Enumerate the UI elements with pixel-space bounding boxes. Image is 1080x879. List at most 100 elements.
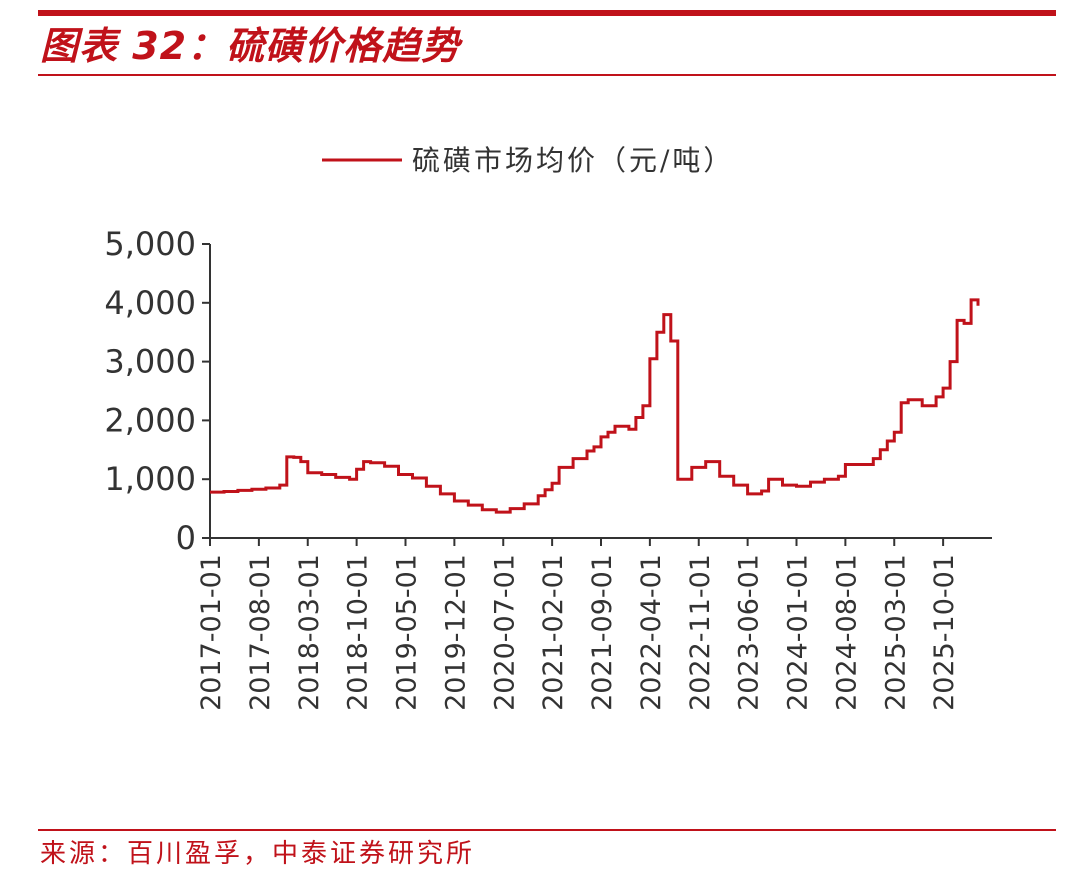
data-point: [837, 475, 840, 478]
data-point: [614, 425, 617, 428]
data-point: [893, 431, 896, 434]
data-point: [872, 457, 875, 460]
data-point: [607, 431, 610, 434]
data-point: [299, 460, 302, 463]
data-point: [956, 319, 959, 322]
data-point: [655, 331, 658, 334]
x-tick-label: 2017-01-01: [196, 554, 227, 711]
data-point: [425, 485, 428, 488]
data-point: [690, 466, 693, 469]
data-point: [544, 488, 547, 491]
source-divider: [38, 829, 1056, 831]
x-tick-label: 2020-07-01: [489, 554, 520, 711]
x-axis-labels: 2017-01-01 2017-08-01 2018-03-01 2018-10-01…: [196, 554, 960, 711]
data-point: [481, 508, 484, 511]
data-point: [704, 460, 707, 463]
data-point: [558, 466, 561, 469]
data-point: [467, 504, 470, 507]
data-point: [907, 398, 910, 401]
data-point: [453, 500, 456, 503]
data-point: [369, 461, 372, 464]
y-tick-label: 1,000: [104, 460, 196, 498]
data-point: [209, 491, 212, 494]
data-point: [844, 463, 847, 466]
y-tick-label: 0: [176, 519, 196, 557]
data-point: [495, 511, 498, 514]
data-point: [572, 457, 575, 460]
data-point: [355, 468, 358, 471]
data-point: [600, 435, 603, 438]
legend: 硫磺市场均价（元/吨）: [322, 144, 731, 177]
data-point: [662, 313, 665, 316]
data-point: [949, 360, 952, 363]
data-point: [641, 404, 644, 407]
data-point: [586, 450, 589, 453]
data-point: [292, 456, 295, 459]
x-tick-label: 2019-05-01: [392, 554, 423, 711]
x-tick-label: 2023-06-01: [734, 554, 765, 711]
data-point: [886, 440, 889, 443]
data-point: [963, 322, 966, 325]
y-tick-label: 3,000: [104, 343, 196, 381]
x-tick-label: 2017-08-01: [245, 554, 276, 711]
data-point: [746, 492, 749, 495]
x-tick-label: 2025-10-01: [929, 554, 960, 711]
x-tick-label: 2024-01-01: [783, 554, 814, 711]
data-point: [676, 478, 679, 481]
data-point: [767, 478, 770, 481]
data-point: [732, 484, 735, 487]
x-tick-label: 2021-02-01: [538, 554, 569, 711]
data-point: [348, 478, 351, 481]
data-point: [879, 448, 882, 451]
data-point: [718, 475, 721, 478]
data-point: [411, 477, 414, 480]
data-point: [236, 489, 239, 492]
data-point: [285, 455, 288, 458]
data-point: [669, 340, 672, 343]
data-point: [362, 460, 365, 463]
data-point: [760, 490, 763, 493]
y-tick-label: 4,000: [104, 284, 196, 322]
data-point: [537, 494, 540, 497]
title-divider: [38, 74, 1056, 76]
data-point: [648, 357, 651, 360]
data-point: [935, 395, 938, 398]
data-point: [942, 387, 945, 390]
y-axis-labels: 0 1,000 2,000 3,000 4,000 5,000: [104, 225, 196, 557]
data-point: [306, 471, 309, 474]
data-point: [900, 401, 903, 404]
data-point: [977, 304, 980, 307]
y-tick-label: 5,000: [104, 225, 196, 263]
x-tick-label: 2018-03-01: [294, 554, 325, 711]
data-point: [320, 473, 323, 476]
data-point: [264, 487, 267, 490]
x-tick-label: 2022-04-01: [636, 554, 667, 711]
data-point: [523, 502, 526, 505]
data-point: [383, 465, 386, 468]
data-point: [627, 428, 630, 431]
data-point: [223, 490, 226, 493]
axes: [202, 243, 992, 546]
data-point: [439, 492, 442, 495]
data-point: [397, 473, 400, 476]
data-point: [509, 507, 512, 510]
data-point: [278, 484, 281, 487]
page-title: 图表 32：硫磺价格趋势: [40, 24, 461, 68]
data-point: [250, 488, 253, 491]
x-tick-label: 2021-09-01: [587, 554, 618, 711]
x-tick-label: 2018-10-01: [343, 554, 374, 711]
y-tick-label: 2,000: [104, 401, 196, 439]
x-tick-label: 2019-12-01: [440, 554, 471, 711]
data-point: [593, 445, 596, 448]
data-point: [795, 485, 798, 488]
data-point: [823, 478, 826, 481]
series-line-sulfur-price: [210, 298, 980, 514]
data-point: [970, 298, 973, 301]
series-layer: [209, 298, 980, 514]
data-point: [858, 463, 861, 466]
data-point: [809, 481, 812, 484]
data-point: [334, 476, 337, 479]
data-point: [781, 484, 784, 487]
x-tick-label: 2024-08-01: [831, 554, 862, 711]
